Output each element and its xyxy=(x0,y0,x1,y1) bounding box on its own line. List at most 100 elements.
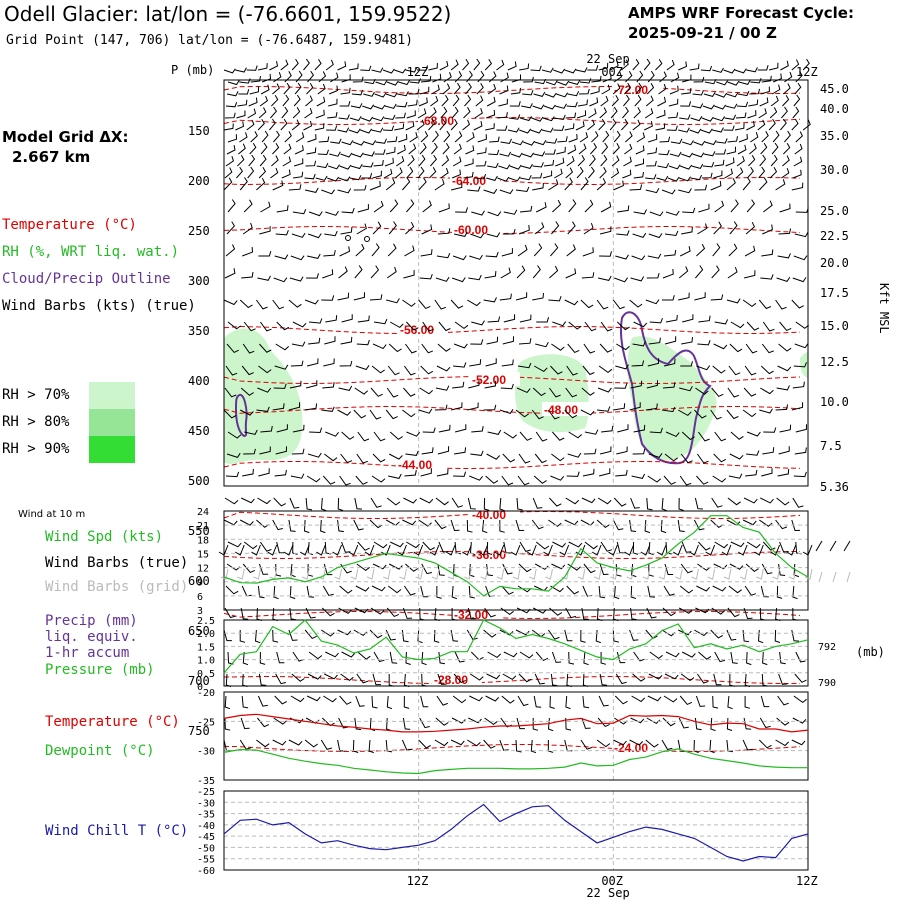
wind-barb xyxy=(584,321,597,332)
wind-barb xyxy=(420,695,429,708)
wind-barb xyxy=(600,95,609,107)
wind-barb xyxy=(307,134,317,143)
wind-barb xyxy=(430,95,439,107)
wind-barb xyxy=(713,563,728,570)
wind-barb xyxy=(555,103,567,109)
wind-barb xyxy=(792,381,805,389)
wind-barb-true xyxy=(624,544,635,556)
wind-barb xyxy=(475,160,487,167)
wind-barb xyxy=(451,585,458,600)
wind-barb xyxy=(388,453,403,460)
wind-barb xyxy=(470,233,485,239)
wind-barb xyxy=(256,177,266,191)
wind-barb xyxy=(484,380,497,389)
wind-barb xyxy=(307,541,314,556)
wind-barb xyxy=(226,452,241,458)
wind-barb xyxy=(792,169,802,179)
wind-barb xyxy=(521,163,533,169)
wind-barb xyxy=(535,651,549,662)
wind-barb-true xyxy=(526,544,537,556)
wind-barb xyxy=(405,221,415,235)
wind-barb xyxy=(597,406,611,412)
wind-barb xyxy=(256,519,270,528)
wind-barb xyxy=(372,170,382,179)
wind-barb xyxy=(348,63,359,71)
wind-barb xyxy=(663,358,676,367)
wind-barb xyxy=(576,110,587,119)
wind-barb xyxy=(794,143,803,155)
wind-barb xyxy=(484,607,496,618)
wind-barb xyxy=(762,541,776,551)
wind-barb xyxy=(470,339,484,345)
wind-barb xyxy=(356,223,367,235)
wind-barb xyxy=(483,297,497,303)
wind-barb xyxy=(468,274,482,281)
wind-barb xyxy=(662,269,674,279)
height-tick: 5.36 xyxy=(820,480,849,494)
wind-barb xyxy=(678,188,692,194)
wind-barb xyxy=(681,336,693,345)
wind-barb xyxy=(329,72,339,83)
wind-barb xyxy=(802,58,810,71)
wind-barb xyxy=(580,409,595,416)
wind-barb xyxy=(443,72,452,83)
wind-barb xyxy=(502,336,514,345)
wind-barb xyxy=(389,541,404,548)
wind-barb xyxy=(631,360,645,367)
wind-barb xyxy=(780,118,787,131)
wind-barb-grid xyxy=(350,568,359,580)
wind-barb xyxy=(704,140,717,146)
wind-barb-true xyxy=(672,544,683,556)
wind-barb xyxy=(591,131,599,143)
wind-barb xyxy=(726,409,739,420)
wind-barb xyxy=(689,63,700,71)
wind-barb xyxy=(763,427,777,433)
wind-barb xyxy=(373,431,386,442)
wind-barb xyxy=(727,136,738,143)
wind-barb xyxy=(435,385,450,391)
wind-panel-ytick: 3 xyxy=(197,606,203,617)
wind-barb xyxy=(352,76,364,83)
wind-barb xyxy=(436,365,451,372)
wind-barb xyxy=(678,292,690,301)
wind-barb xyxy=(371,127,384,133)
wind-barb xyxy=(530,739,537,754)
wind-barb xyxy=(768,118,776,131)
wind-barb xyxy=(695,265,704,279)
wind-barb xyxy=(471,426,484,433)
wind-barb xyxy=(599,167,607,179)
windchill-panel-ytick: -25 xyxy=(197,787,215,798)
wind-barb xyxy=(551,221,560,235)
wind-barb xyxy=(369,181,381,191)
wind-barb xyxy=(724,168,733,179)
legend-precip-accum: 1-hr accum xyxy=(45,645,130,661)
wind-barb xyxy=(450,629,459,642)
wind-barb xyxy=(466,519,473,533)
wind-barb xyxy=(355,243,365,257)
wind-barb xyxy=(729,563,744,570)
wind-barb xyxy=(630,276,645,282)
wind-barb xyxy=(451,106,459,119)
wind-barb xyxy=(678,266,689,279)
wind-barb xyxy=(383,168,393,179)
wind-barb xyxy=(422,200,432,213)
wind-barb xyxy=(401,629,409,643)
wind-barb xyxy=(582,468,595,477)
wind-barb xyxy=(611,94,619,107)
wind-barb xyxy=(371,67,384,73)
wind-barb xyxy=(437,228,451,235)
wind-barb xyxy=(240,497,255,504)
wind-barb xyxy=(269,118,276,131)
wind-barb xyxy=(782,94,790,107)
wind-barb xyxy=(565,717,572,731)
wind-barb xyxy=(668,164,681,170)
wind-barb xyxy=(519,541,531,552)
wind-barb xyxy=(353,409,367,419)
wind-barb xyxy=(566,244,576,257)
wind-barb xyxy=(690,174,703,181)
wind-barb xyxy=(259,541,272,552)
wind-barb xyxy=(260,84,270,95)
wind-barb xyxy=(435,497,449,506)
wind-barb xyxy=(305,160,317,167)
